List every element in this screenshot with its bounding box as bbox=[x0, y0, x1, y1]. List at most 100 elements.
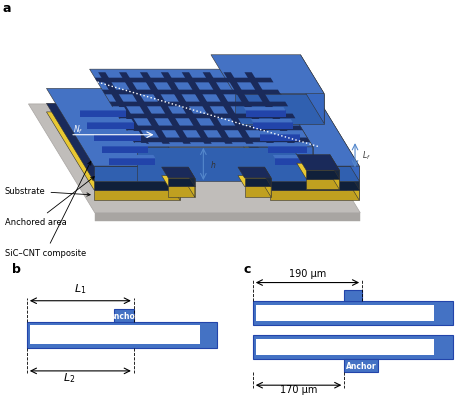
Polygon shape bbox=[162, 176, 195, 187]
Polygon shape bbox=[168, 179, 195, 187]
Polygon shape bbox=[109, 159, 155, 165]
Polygon shape bbox=[222, 89, 359, 167]
Polygon shape bbox=[224, 73, 274, 145]
Text: $L_1$: $L_1$ bbox=[74, 282, 87, 296]
Polygon shape bbox=[94, 167, 180, 181]
Text: $L_2$: $L_2$ bbox=[63, 370, 76, 384]
Text: $h$: $h$ bbox=[210, 159, 217, 170]
Polygon shape bbox=[330, 164, 339, 190]
Polygon shape bbox=[222, 104, 359, 181]
Polygon shape bbox=[109, 102, 288, 107]
Text: Anchor: Anchor bbox=[109, 311, 139, 320]
Polygon shape bbox=[162, 168, 195, 179]
Polygon shape bbox=[312, 104, 359, 190]
Polygon shape bbox=[94, 190, 180, 201]
Bar bbox=[253, 301, 453, 326]
Polygon shape bbox=[306, 171, 339, 179]
Bar bbox=[344, 359, 378, 372]
Polygon shape bbox=[28, 104, 360, 213]
Polygon shape bbox=[265, 70, 313, 181]
Polygon shape bbox=[330, 155, 339, 179]
Text: SiC–CNT composite: SiC–CNT composite bbox=[5, 162, 91, 258]
Polygon shape bbox=[202, 73, 254, 145]
Polygon shape bbox=[182, 73, 233, 145]
Polygon shape bbox=[297, 164, 339, 179]
Polygon shape bbox=[244, 108, 285, 111]
Text: Substrate: Substrate bbox=[5, 187, 90, 197]
Polygon shape bbox=[168, 187, 195, 198]
Polygon shape bbox=[80, 111, 126, 117]
Polygon shape bbox=[94, 135, 141, 141]
Polygon shape bbox=[98, 73, 149, 145]
Polygon shape bbox=[161, 73, 212, 145]
Polygon shape bbox=[102, 90, 281, 95]
Polygon shape bbox=[140, 73, 191, 145]
Polygon shape bbox=[211, 55, 324, 94]
Polygon shape bbox=[301, 55, 324, 124]
Polygon shape bbox=[100, 144, 148, 147]
Polygon shape bbox=[238, 176, 271, 187]
Text: $L_f$: $L_f$ bbox=[362, 149, 371, 162]
Polygon shape bbox=[264, 168, 271, 187]
Polygon shape bbox=[46, 113, 180, 190]
Polygon shape bbox=[46, 104, 180, 181]
Polygon shape bbox=[270, 181, 359, 190]
Bar bbox=[344, 290, 362, 301]
Text: b: b bbox=[12, 262, 20, 275]
Polygon shape bbox=[235, 94, 324, 124]
Polygon shape bbox=[238, 168, 271, 179]
Polygon shape bbox=[133, 89, 180, 181]
Polygon shape bbox=[95, 213, 360, 222]
Polygon shape bbox=[87, 123, 134, 130]
FancyBboxPatch shape bbox=[27, 322, 217, 347]
Polygon shape bbox=[312, 89, 359, 181]
Text: 170 μm: 170 μm bbox=[280, 384, 317, 394]
Polygon shape bbox=[102, 147, 148, 153]
Polygon shape bbox=[95, 79, 273, 83]
Polygon shape bbox=[90, 70, 313, 147]
Polygon shape bbox=[245, 187, 271, 198]
Bar bbox=[256, 339, 435, 355]
Text: c: c bbox=[244, 262, 251, 275]
Polygon shape bbox=[117, 114, 295, 119]
Polygon shape bbox=[245, 73, 295, 145]
Text: Anchored area: Anchored area bbox=[5, 177, 94, 227]
Polygon shape bbox=[251, 120, 293, 123]
Text: Anchor: Anchor bbox=[346, 361, 376, 370]
Polygon shape bbox=[306, 179, 339, 190]
Bar bbox=[114, 309, 134, 322]
Polygon shape bbox=[46, 89, 180, 167]
Polygon shape bbox=[94, 181, 180, 190]
Polygon shape bbox=[188, 168, 195, 187]
Polygon shape bbox=[131, 138, 310, 143]
Text: a: a bbox=[2, 2, 11, 15]
Bar bbox=[253, 335, 453, 359]
Polygon shape bbox=[137, 147, 313, 181]
Polygon shape bbox=[260, 135, 300, 141]
Polygon shape bbox=[270, 190, 359, 201]
Bar bbox=[256, 306, 435, 321]
Polygon shape bbox=[124, 126, 303, 131]
Polygon shape bbox=[92, 132, 141, 135]
Polygon shape bbox=[133, 104, 180, 190]
Polygon shape bbox=[297, 155, 339, 171]
Polygon shape bbox=[188, 176, 195, 198]
Polygon shape bbox=[119, 73, 170, 145]
Polygon shape bbox=[133, 113, 180, 201]
Polygon shape bbox=[246, 111, 285, 117]
Polygon shape bbox=[85, 120, 134, 123]
Polygon shape bbox=[268, 147, 308, 153]
Polygon shape bbox=[265, 144, 308, 147]
Text: $N_f$: $N_f$ bbox=[73, 124, 83, 136]
FancyBboxPatch shape bbox=[30, 326, 200, 344]
Polygon shape bbox=[264, 176, 271, 198]
Polygon shape bbox=[275, 159, 315, 165]
Polygon shape bbox=[78, 108, 126, 111]
Polygon shape bbox=[253, 123, 293, 130]
Polygon shape bbox=[270, 167, 359, 181]
Polygon shape bbox=[245, 179, 271, 187]
Polygon shape bbox=[222, 113, 359, 190]
Polygon shape bbox=[107, 156, 155, 159]
Polygon shape bbox=[312, 113, 359, 201]
Text: 190 μm: 190 μm bbox=[289, 269, 326, 278]
